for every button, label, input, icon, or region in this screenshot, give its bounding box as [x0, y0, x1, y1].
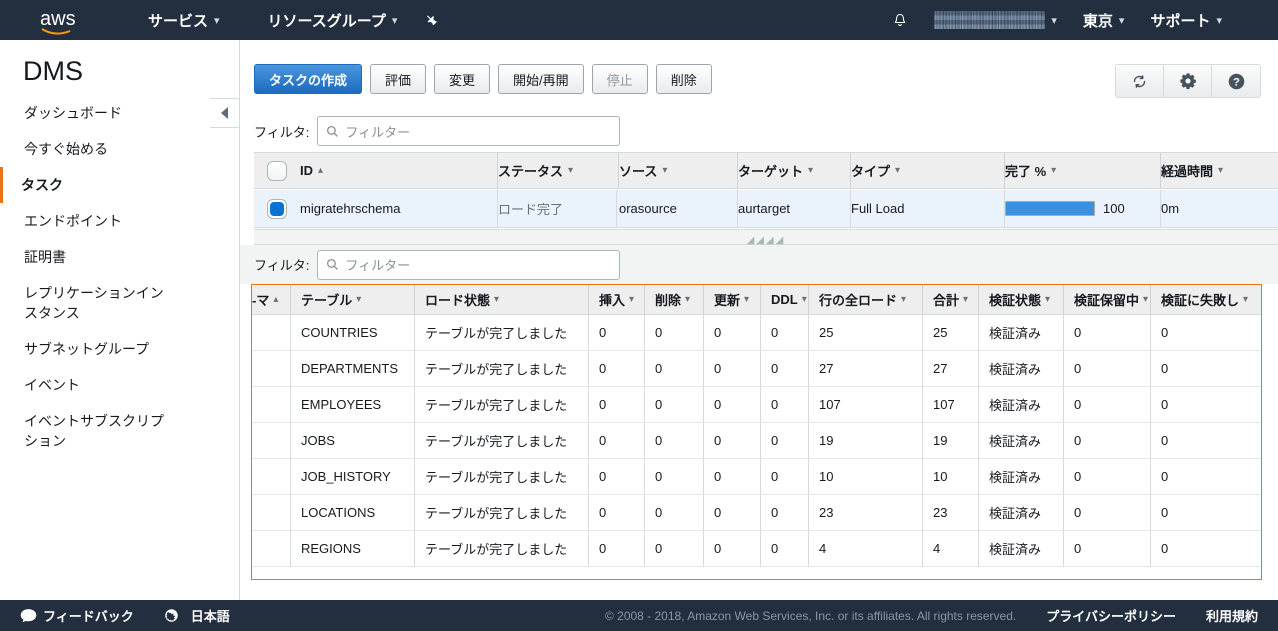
svg-text:?: ? [1233, 76, 1240, 88]
svg-text:aws: aws [40, 8, 76, 30]
